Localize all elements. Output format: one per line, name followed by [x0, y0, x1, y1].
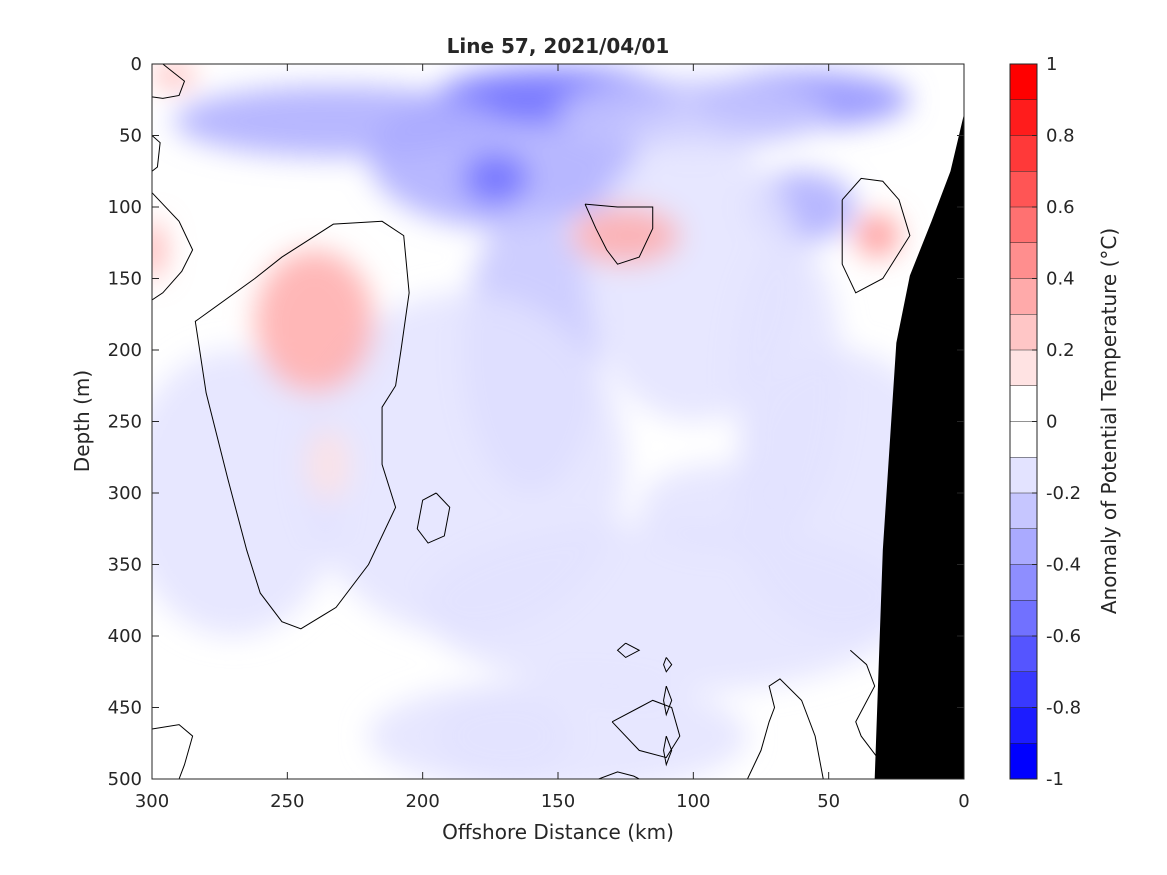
colorbar-segment — [1010, 385, 1037, 422]
colorbar-segment — [1010, 135, 1037, 172]
zero-contour-line — [416, 492, 451, 544]
anomaly-blob — [306, 428, 350, 501]
x-axis: 300 250 200 150 100 50 0 — [135, 64, 970, 812]
y-tick-label: 400 — [108, 626, 142, 647]
zero-contour-line — [584, 203, 654, 265]
x-tick-label: 150 — [541, 791, 575, 812]
y-tick-label: 200 — [108, 340, 142, 361]
colorbar-segment — [1010, 457, 1037, 494]
colorbar-tick-label: 0.4 — [1046, 269, 1075, 290]
colorbar-segment — [1010, 314, 1037, 351]
anomaly-blob — [152, 221, 166, 279]
y-axis-label: Depth (m) — [70, 370, 94, 472]
colorbar-segment — [1010, 528, 1037, 565]
anomaly-blob — [571, 207, 680, 265]
colorbar-tick-label: -0.8 — [1046, 698, 1081, 719]
anomaly-blob — [463, 152, 529, 205]
zero-contour-line — [194, 220, 410, 630]
zero-contour-line — [152, 724, 194, 779]
zero-contour-line — [611, 699, 681, 759]
colorbar-segment — [1010, 707, 1037, 744]
colorbar-segment — [1010, 636, 1037, 673]
x-tick-label: 0 — [958, 791, 969, 812]
zero-contour-line — [747, 678, 824, 779]
x-axis-label: Offshore Distance (km) — [442, 820, 674, 844]
colorbar-tick-label: -0.6 — [1046, 626, 1081, 647]
anomaly-blob — [855, 214, 900, 258]
y-tick-label: 150 — [108, 269, 142, 290]
colorbar-tick-label: 1 — [1046, 54, 1057, 75]
colorbar-tick-label: 0 — [1046, 412, 1057, 433]
y-tick-label: 300 — [108, 483, 142, 504]
colorbar-tick-label: 0.8 — [1046, 126, 1075, 147]
colorbar-tick-label: 0.2 — [1046, 340, 1075, 361]
zero-contour-line — [663, 685, 673, 717]
colorbar-segment — [1010, 564, 1037, 601]
plot-area — [152, 64, 964, 779]
anomaly-blob — [436, 693, 572, 779]
chart-title: Line 57, 2021/04/01 — [447, 34, 670, 58]
colorbar-segment — [1010, 99, 1037, 136]
y-tick-label: 500 — [108, 769, 142, 790]
anomaly-blob — [639, 464, 802, 551]
anomaly-blob — [558, 78, 829, 150]
y-tick-label: 450 — [108, 698, 142, 719]
zero-contour-line — [152, 192, 194, 301]
zero-contour-line — [152, 135, 161, 172]
x-tick-label: 100 — [676, 791, 710, 812]
colorbar-segment — [1010, 671, 1037, 708]
colorbar-segment — [1010, 171, 1037, 208]
anomaly-blob — [173, 85, 499, 157]
y-tick-label: 250 — [108, 412, 142, 433]
zero-contour-line — [663, 657, 673, 673]
colorbar-tick-label: -0.4 — [1046, 555, 1081, 576]
colorbar-ticks: 1 0.8 0.6 0.4 0.2 0 -0.2 -0.4 -0.6 -0.8 -1 — [1032, 54, 1081, 790]
zero-contour-line — [841, 177, 911, 294]
y-tick-label: 100 — [108, 197, 142, 218]
x-tick-label: 50 — [817, 791, 840, 812]
x-tick-label: 200 — [405, 791, 439, 812]
bathymetry — [874, 114, 964, 779]
anomaly-blob — [254, 249, 374, 393]
colorbar-segment — [1010, 242, 1037, 279]
colorbar-tick-label: -0.2 — [1046, 483, 1081, 504]
colorbar-tick-label: -1 — [1046, 769, 1064, 790]
y-tick-label: 50 — [119, 126, 142, 147]
colorbar-segment — [1010, 207, 1037, 244]
colorbar-tick-label: 0.6 — [1046, 197, 1075, 218]
colorbar — [1010, 64, 1037, 780]
colorbar-segment — [1010, 421, 1037, 458]
y-tick-label: 350 — [108, 555, 142, 576]
colorbar-segment — [1010, 278, 1037, 315]
anomaly-blob — [152, 64, 196, 87]
colorbar-segment — [1010, 600, 1037, 637]
anomaly-blob — [152, 350, 342, 636]
colorbar-segment — [1010, 350, 1037, 387]
colorbar-label: Anomaly of Potential Temperature (°C) — [1097, 228, 1121, 614]
zero-contour-line — [598, 771, 640, 779]
y-tick-label: 0 — [131, 54, 142, 75]
zero-contour-line — [663, 735, 673, 767]
colorbar-segment — [1010, 493, 1037, 530]
colorbar-segment — [1010, 743, 1037, 780]
y-axis: 0 50 100 150 200 250 300 350 400 450 500 — [108, 54, 964, 790]
x-tick-label: 250 — [270, 791, 304, 812]
colorbar-segment — [1010, 64, 1037, 101]
zero-contour-line — [616, 642, 641, 659]
zero-contour-line — [152, 64, 186, 99]
x-tick-label: 300 — [135, 791, 169, 812]
